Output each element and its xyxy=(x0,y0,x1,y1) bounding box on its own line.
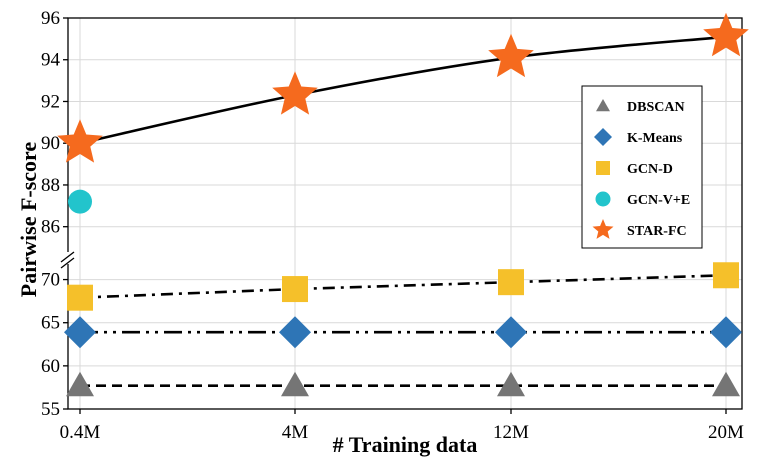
y-tick-label: 86 xyxy=(41,217,60,238)
x-ticks: 0.4M 4M 12M 20M xyxy=(60,409,744,443)
y-tick-label: 55 xyxy=(41,399,60,420)
marker-gcn-d xyxy=(713,262,739,289)
legend: DBSCAN K-Means GCN-D GCN-V+E STAR-FC xyxy=(581,85,703,249)
y-tick-label: 88 xyxy=(41,175,60,196)
y-tick-label: 65 xyxy=(41,313,60,334)
marker-k-means xyxy=(279,316,311,349)
axis-break-gap xyxy=(60,252,76,264)
x-tick-label: 20M xyxy=(708,422,744,443)
y-axis-title: Pairwise F-score xyxy=(16,142,41,298)
plot-frame xyxy=(67,17,743,410)
legend-label-star-fc: STAR-FC xyxy=(627,224,687,239)
legend-label-k-means: K-Means xyxy=(627,131,683,146)
axis-break-mark xyxy=(60,251,76,269)
y-ticks: 86 88 90 92 94 96 55 60 65 70 xyxy=(41,8,68,420)
series-lines xyxy=(79,35,727,388)
marker-k-means xyxy=(64,316,96,349)
legend-marker-star-fc xyxy=(592,219,614,239)
legend-label-gcn-d: GCN-D xyxy=(627,162,673,177)
x-tick-label: 12M xyxy=(493,422,529,443)
legend-label-dbscan: DBSCAN xyxy=(627,100,685,115)
legend-marker-dbscan xyxy=(596,99,610,112)
marker-dbscan xyxy=(712,371,740,397)
y-tick-label: 96 xyxy=(41,8,60,29)
marker-dbscan xyxy=(281,371,309,397)
marker-dbscan xyxy=(497,371,525,397)
axis-break-line xyxy=(60,257,75,269)
marker-k-means xyxy=(710,316,742,349)
series-markers xyxy=(57,12,749,397)
y-tick-label: 60 xyxy=(41,356,60,377)
legend-label-gcn-v-e: GCN-V+E xyxy=(627,193,690,208)
marker-star-fc xyxy=(488,33,534,78)
marker-gcn-d xyxy=(67,284,93,311)
marker-dbscan xyxy=(66,371,94,397)
legend-marker-gcn-v-e xyxy=(595,191,611,207)
y-tick-label: 70 xyxy=(41,270,60,291)
x-tick-label: 0.4M xyxy=(60,422,101,443)
marker-gcn-v-e xyxy=(68,189,92,214)
marker-gcn-d xyxy=(498,269,524,296)
marker-star-fc xyxy=(272,71,318,115)
marker-star-fc xyxy=(703,12,749,57)
marker-star-fc xyxy=(57,119,103,163)
x-tick-label: 4M xyxy=(282,422,309,443)
marker-gcn-d xyxy=(282,276,308,303)
marker-k-means xyxy=(495,316,527,349)
legend-marker-k-means xyxy=(594,128,612,146)
legend-marker-gcn-d xyxy=(596,161,610,175)
y-tick-label: 90 xyxy=(41,133,60,154)
series-line-gcn-d xyxy=(79,273,727,299)
axis-break-line xyxy=(60,251,75,263)
y-tick-label: 94 xyxy=(41,50,61,71)
series-line-star-fc xyxy=(79,35,727,145)
y-tick-label: 92 xyxy=(41,91,60,112)
x-axis-title: # Training data xyxy=(333,432,478,457)
